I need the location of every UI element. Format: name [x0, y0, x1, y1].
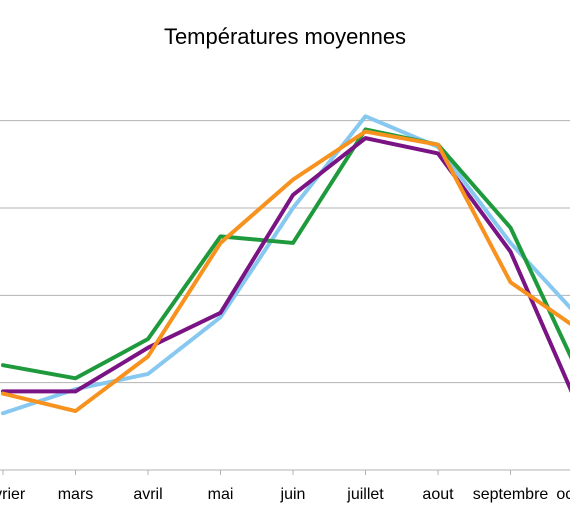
x-tick-label: octobre: [556, 486, 570, 503]
x-tick-label: mars: [58, 486, 94, 503]
x-axis: février mars avril mai juin juillet aout septem…: [0, 469, 570, 503]
x-tick-label: mai: [208, 486, 234, 503]
series-line: [1, 114, 570, 416]
x-tick-label: aout: [422, 486, 454, 503]
x-tick-label: avril: [133, 486, 162, 503]
x-tick-label: septembre: [473, 486, 549, 503]
series-line: [1, 129, 570, 414]
series-lines: [1, 114, 570, 416]
series-line: [1, 136, 570, 394]
series-line: [1, 127, 570, 381]
x-tick-label: février: [0, 486, 26, 503]
x-tick-label: juillet: [346, 486, 384, 503]
x-tick-label: juin: [280, 486, 306, 503]
chart-title: Températures moyennes: [163, 24, 407, 49]
gridlines: [0, 120, 570, 384]
